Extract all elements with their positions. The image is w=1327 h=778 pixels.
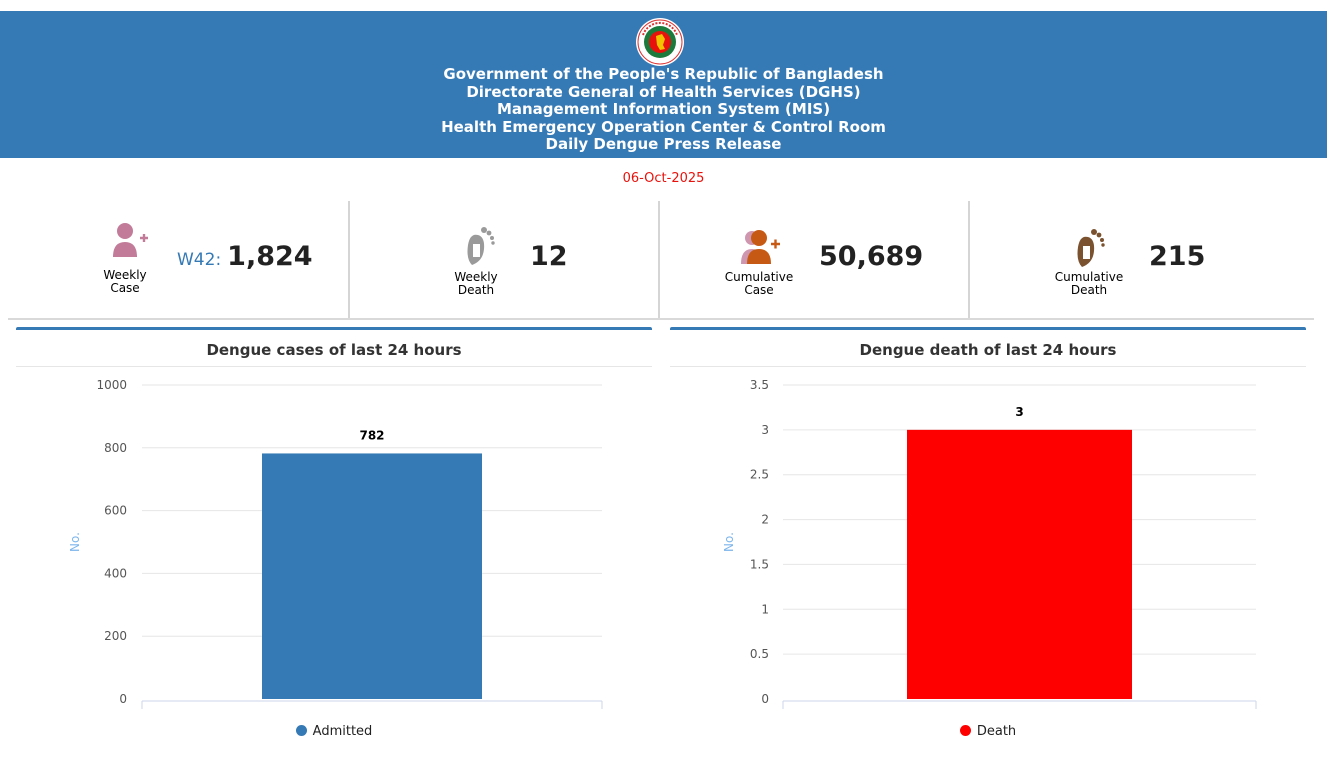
y-axis-label: No. <box>722 532 736 552</box>
stat-cumulative-death: Cumulative Death 215 <box>970 201 1278 317</box>
chart-legend[interactable]: Admitted <box>16 724 652 739</box>
chart-title: Dengue death of last 24 hours <box>859 341 1117 359</box>
y-tick-label: 0 <box>761 692 769 706</box>
deaths-bar-chart: 0 0.5 1 1.5 2 2.5 3 3.5 No. 3 <box>722 378 1257 709</box>
stat-label: Cumulative <box>724 270 794 284</box>
y-tick-label: 600 <box>104 504 127 518</box>
chart-title: Dengue cases of last 24 hours <box>206 341 462 359</box>
stat-label: Death <box>457 283 495 297</box>
chart-panel-cases: Dengue cases of last 24 hours 0 200 400 600… <box>16 327 652 767</box>
chart-panel-deaths: Dengue death of last 24 hours 0 0.5 1 1.5 2 2… <box>670 327 1306 767</box>
data-label: 3 <box>1015 405 1023 419</box>
stat-label: Death <box>1070 283 1108 297</box>
y-tick-label: 800 <box>104 441 127 455</box>
page-header: Government of the People's Republic of B… <box>0 11 1327 158</box>
header-text: Government of the People's Republic of B… <box>0 65 1327 154</box>
stat-weekly-death: Weekly Death 12 <box>350 201 658 317</box>
panel-title-divider <box>16 366 652 367</box>
y-tick-label: 200 <box>104 629 127 643</box>
summary-stats: Weekly Case W42: 1,824 Weekly Death 12 <box>0 201 1327 320</box>
header-line-mis: Management Information System (MIS) <box>496 100 831 118</box>
stats-bottom-border <box>8 318 1314 320</box>
y-tick-label: 2 <box>761 513 769 527</box>
header-line-heoc: Health Emergency Operation Center & Cont… <box>441 117 886 136</box>
y-tick-label: 1000 <box>96 378 127 392</box>
footprint-tag-icon <box>467 227 495 265</box>
stat-value-cumulative-death: 215 <box>1149 241 1206 272</box>
stat-value-cumulative-case: 50,689 <box>819 241 924 272</box>
y-tick-label: 400 <box>104 566 127 580</box>
y-tick-label: 0.5 <box>750 647 769 661</box>
legend-label: Admitted <box>312 724 373 739</box>
y-tick-label: 3.5 <box>750 378 769 392</box>
header-line-press-release: Daily Dengue Press Release <box>545 135 782 153</box>
data-label: 782 <box>359 428 384 442</box>
panel-title-divider <box>670 366 1306 367</box>
y-tick-label: 0 <box>119 692 127 706</box>
header-line-government: Government of the People's Republic of B… <box>443 65 884 83</box>
stat-label: Weekly <box>454 270 498 284</box>
add-users-group-icon <box>741 230 780 264</box>
stat-weekly-case: Weekly Case W42: 1,824 <box>40 201 348 317</box>
footprint-tag-icon <box>1077 229 1105 267</box>
legend-marker <box>959 725 971 736</box>
header-line-dghs: Directorate General of Health Services (… <box>466 82 861 101</box>
value-text: 1,824 <box>227 241 313 272</box>
y-tick-label: 3 <box>761 423 769 437</box>
divider <box>658 201 660 318</box>
week-number: W42: <box>177 250 222 270</box>
cases-bar-chart: 0 200 400 600 800 1000 No. 782 <box>68 378 603 709</box>
legend-label: Death <box>976 724 1017 739</box>
stat-label: Case <box>110 281 140 295</box>
divider <box>348 201 350 318</box>
government-emblem-icon <box>636 18 684 66</box>
y-tick-label: 2.5 <box>750 468 769 482</box>
stat-cumulative-case: Cumulative Case 50,689 <box>660 201 968 317</box>
bar-admitted <box>262 453 482 699</box>
stat-label: Case <box>744 283 774 297</box>
y-axis-label: No. <box>68 532 82 552</box>
legend-marker <box>295 725 307 736</box>
stat-label: Weekly <box>103 268 147 282</box>
divider <box>968 201 970 318</box>
bar-death <box>907 429 1132 699</box>
report-date: 06-Oct-2025 <box>622 171 705 186</box>
stat-value-weekly-death: 12 <box>530 241 568 272</box>
y-tick-label: 1 <box>761 602 769 616</box>
panel-accent-line <box>670 327 1306 330</box>
stat-value-weekly-case: W42: 1,824 <box>177 241 313 272</box>
add-user-icon <box>113 223 148 257</box>
y-tick-label: 1.5 <box>750 557 769 571</box>
chart-legend[interactable]: Death <box>670 724 1306 739</box>
panel-accent-line <box>16 327 652 330</box>
stat-label: Cumulative <box>1054 270 1124 284</box>
